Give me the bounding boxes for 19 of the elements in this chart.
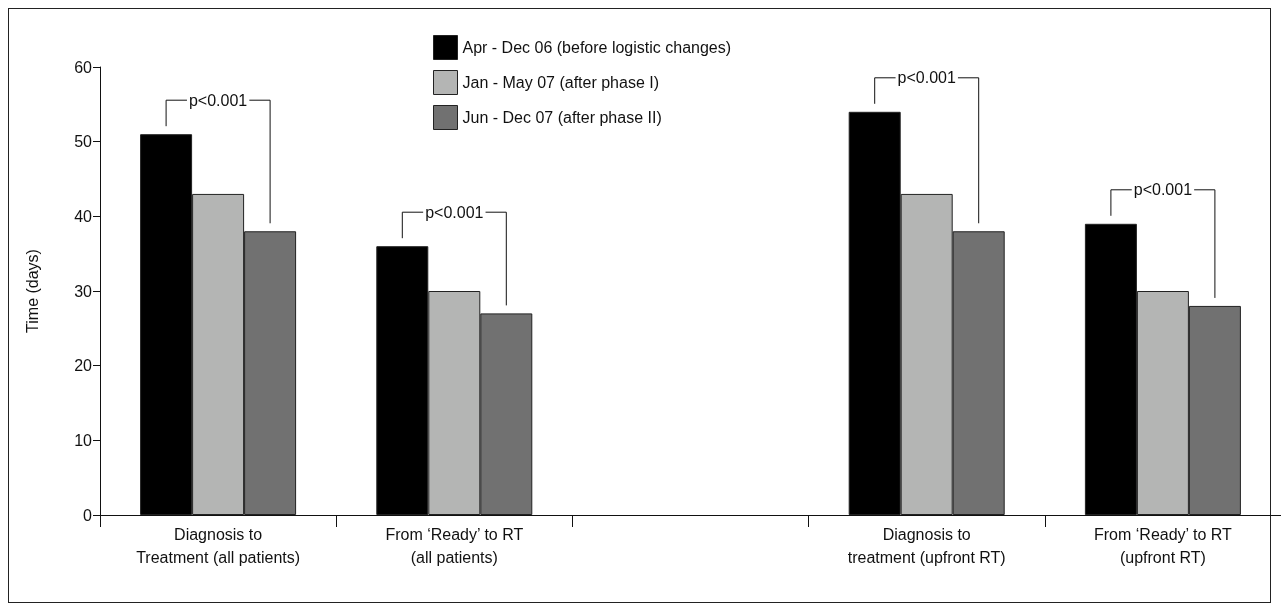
x-tick-label: From ‘Ready’ to RT (all patients) bbox=[385, 526, 524, 566]
x-tick-label: Diagnosis to Treatment (all patients) bbox=[136, 526, 301, 566]
legend-label: Jun - Dec 07 (after phase II) bbox=[462, 109, 662, 126]
y-tick-label: 30 bbox=[74, 282, 93, 300]
y-tick-label: 40 bbox=[74, 207, 93, 225]
annotation: p<0.001 bbox=[188, 91, 248, 109]
annotation: p<0.001 bbox=[425, 203, 484, 221]
y-tick-label: 50 bbox=[74, 133, 93, 151]
y-tick-label: 0 bbox=[83, 506, 93, 524]
y-tick-label: 60 bbox=[74, 58, 93, 76]
y-tick-label: 20 bbox=[74, 357, 93, 375]
x-tick-label: Diagnosis to treatment (upfront RT) bbox=[847, 526, 1006, 566]
annotation: p<0.001 bbox=[897, 69, 956, 87]
legend-label: Apr - Dec 06 (before logistic changes) bbox=[462, 39, 732, 56]
y-tick-label: 10 bbox=[74, 431, 93, 449]
x-tick-label: From ‘Ready’ to RT (upfront RT) bbox=[1093, 526, 1233, 566]
y-axis-title: Time (days) bbox=[23, 249, 41, 333]
annotation: p<0.001 bbox=[1133, 181, 1193, 199]
legend-label: Jan - May 07 (after phase I) bbox=[462, 74, 660, 91]
